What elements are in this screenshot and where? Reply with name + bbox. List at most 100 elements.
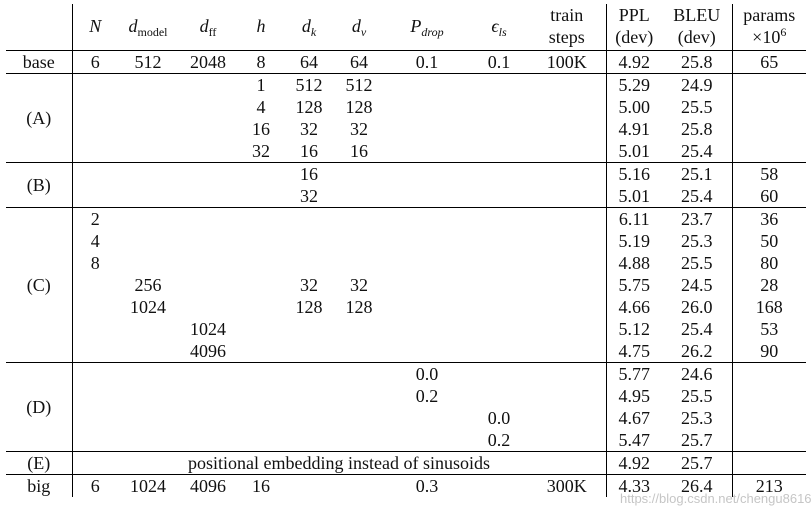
cell-eps-ls: [470, 163, 528, 186]
cell-ppl: 5.12: [605, 318, 662, 340]
cell-d-model: 512: [134, 52, 162, 72]
cell-d-model: [118, 118, 178, 140]
cell-steps: 300K: [546, 476, 587, 496]
cell-N: [71, 185, 118, 208]
group-c: (C) 2 6.11 23.7 36 4 5.19 25.3 50 8 4.88 25.5 80 256 3…: [6, 207, 806, 363]
cell-N: [71, 429, 118, 452]
cell-d-v: [334, 385, 384, 407]
cell-steps: [528, 363, 606, 386]
cell-params: 60: [731, 185, 806, 208]
cell-d-v: [334, 429, 384, 452]
cell-bleu: 26.0: [681, 297, 713, 317]
cell-h: [238, 296, 284, 318]
cell-p-drop: [384, 74, 470, 97]
cell-p-drop: [384, 252, 470, 274]
cell-h: 1: [256, 75, 266, 95]
cell-h: 4: [256, 97, 266, 117]
table-row: (B) 16 5.16 25.1 58: [6, 162, 806, 195]
cell-params: 36: [731, 207, 806, 230]
cell-p-drop: 0.2: [415, 386, 439, 406]
cell-d-ff: [178, 96, 238, 118]
cell-d-model: [118, 140, 178, 163]
table-row: 0.0 4.67 25.3: [6, 407, 806, 429]
group-d: (D) 0.0 5.77 24.6 0.2 4.95 25.5 0.0 4.67 25.3 0.2 5…: [6, 362, 806, 452]
cell-d-k: 128: [295, 297, 323, 317]
cell-N: [71, 162, 118, 185]
cell-bleu: 24.9: [681, 75, 713, 95]
cell-params: [731, 96, 806, 118]
cell-h: [238, 252, 284, 274]
cell-ppl: 4.67: [605, 407, 662, 429]
cell-d-ff: 1024: [190, 319, 226, 339]
cell-N: [71, 385, 118, 407]
cell-d-v: 32: [350, 119, 368, 139]
cell-steps: [528, 118, 606, 140]
cell-eps-ls: 0.2: [487, 430, 511, 450]
cell-h: [238, 274, 284, 296]
header-h: h: [256, 16, 266, 36]
header-p-drop: Pdrop: [410, 16, 444, 39]
cell-d-model: [118, 208, 178, 231]
table-row: (C) 2 6.11 23.7 36: [6, 207, 806, 295]
table-row: 1024 128 128 4.66 26.0 168: [6, 296, 806, 318]
table-row: 32 5.01 25.4 60: [6, 185, 806, 208]
cell-steps: [528, 96, 606, 118]
cell-eps-ls: [470, 475, 528, 498]
cell-eps-ls: [470, 230, 528, 252]
cell-steps: [528, 74, 606, 97]
cell-bleu: 25.1: [681, 164, 713, 184]
cell-p-drop: [384, 296, 470, 318]
cell-d-model: 1024: [130, 297, 166, 317]
cell-N: [71, 118, 118, 140]
cell-p-drop: [384, 230, 470, 252]
table-row: 8 4.88 25.5 80: [6, 252, 806, 274]
header-params: params ×106: [731, 4, 806, 51]
cell-ppl: 4.92: [605, 50, 662, 74]
cell-ppl: 4.33: [605, 474, 662, 497]
cell-ppl: 4.75: [605, 340, 662, 363]
cell-d-k: 32: [300, 119, 318, 139]
cell-h: 16: [252, 476, 270, 496]
cell-d-k: 128: [295, 97, 323, 117]
cell-d-v: 128: [345, 297, 373, 317]
cell-eps-ls: [470, 140, 528, 163]
cell-d-k: [284, 208, 334, 231]
cell-h: [238, 230, 284, 252]
cell-steps: [528, 385, 606, 407]
row-label: (C): [26, 275, 51, 295]
cell-d-model: [118, 163, 178, 186]
cell-d-v: [334, 208, 384, 231]
cell-eps-ls: [470, 318, 528, 340]
cell-bleu: 25.7: [681, 430, 713, 450]
cell-ppl: 5.29: [605, 73, 662, 96]
cell-eps-ls: [470, 185, 528, 208]
cell-h: [238, 340, 284, 363]
cell-d-model: [118, 429, 178, 452]
cell-d-k: 64: [300, 52, 318, 72]
group-a: (A) 1 512 512 5.29 24.9 4 128 128 5.00 25.5 16 32 32 4…: [6, 73, 806, 163]
cell-params: [731, 451, 806, 475]
cell-N: [71, 140, 118, 163]
cell-steps: [528, 230, 606, 252]
cell-d-model: [118, 74, 178, 97]
cell-steps: [528, 274, 606, 296]
cell-d-k: 16: [300, 141, 318, 161]
cell-d-k: [284, 230, 334, 252]
header-eps-ls: ϵls: [491, 16, 507, 39]
cell-h: [238, 385, 284, 407]
cell-d-v: [334, 230, 384, 252]
cell-steps: [528, 140, 606, 163]
cell-eps-ls: [470, 340, 528, 363]
cell-params: 168: [731, 296, 806, 318]
cell-p-drop: 0.3: [415, 476, 439, 496]
cell-d-k: [284, 318, 334, 340]
cell-bleu: 25.4: [681, 141, 713, 161]
cell-ppl: 6.11: [605, 207, 662, 230]
cell-h: [238, 318, 284, 340]
cell-params: 213: [731, 474, 806, 497]
table-row: (D) 0.0 5.77 24.6: [6, 362, 806, 417]
cell-bleu: 25.8: [681, 52, 713, 72]
cell-p-drop: [384, 96, 470, 118]
cell-d-v: 64: [350, 52, 368, 72]
